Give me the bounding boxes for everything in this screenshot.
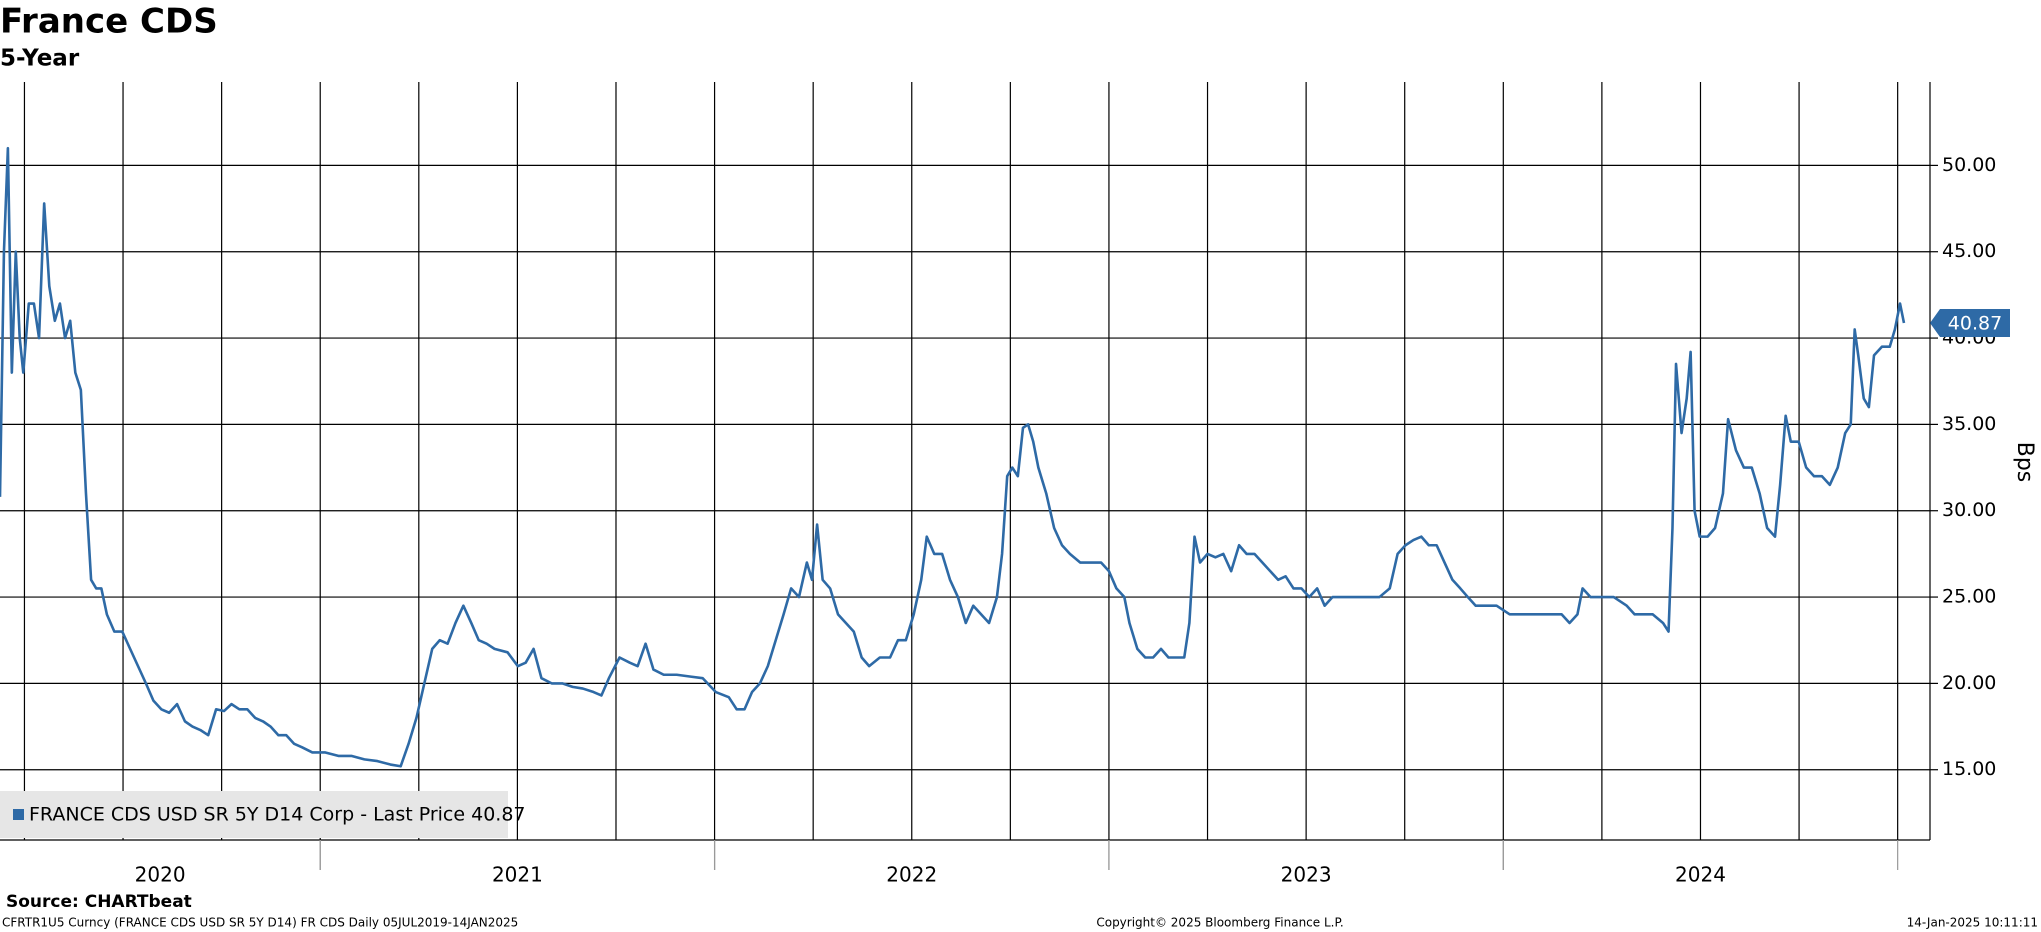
last-price-label: 40.87 bbox=[1948, 313, 2002, 335]
footer-right: 14-Jan-2025 10:11:11 bbox=[1907, 916, 2038, 930]
y-axis-label: Bps bbox=[2012, 442, 2037, 483]
legend-label: FRANCE CDS USD SR 5Y D14 Corp - Last Pri… bbox=[29, 804, 526, 826]
last-price-tag bbox=[1930, 309, 2010, 338]
x-tick-label: 2024 bbox=[1675, 863, 1726, 887]
chart-subtitle: 5-Year bbox=[0, 46, 80, 72]
legend-box bbox=[0, 791, 508, 838]
y-tick-label: 15.00 bbox=[1942, 758, 1996, 780]
chart-title: France CDS bbox=[0, 2, 218, 42]
x-tick-label: 2023 bbox=[1281, 863, 1332, 887]
y-tick-label: 35.00 bbox=[1942, 413, 1996, 435]
x-tick-label: 2020 bbox=[135, 863, 186, 887]
source-note: Source: CHARTbeat bbox=[6, 892, 192, 912]
y-tick-label: 50.00 bbox=[1942, 154, 1996, 176]
footer-left: CFRTR1U5 Curncy (FRANCE CDS USD SR 5Y D1… bbox=[2, 916, 518, 930]
y-tick-label: 25.00 bbox=[1942, 586, 1996, 608]
footer-center: Copyright© 2025 Bloomberg Finance L.P. bbox=[1096, 916, 1343, 930]
y-tick-label: 20.00 bbox=[1942, 672, 1996, 694]
y-tick-label: 30.00 bbox=[1942, 499, 1996, 521]
series-line bbox=[0, 146, 1906, 768]
legend-swatch bbox=[13, 809, 24, 820]
x-tick-label: 2022 bbox=[886, 863, 937, 887]
y-tick-label: 45.00 bbox=[1942, 240, 1996, 262]
x-tick-label: 2021 bbox=[492, 863, 543, 887]
